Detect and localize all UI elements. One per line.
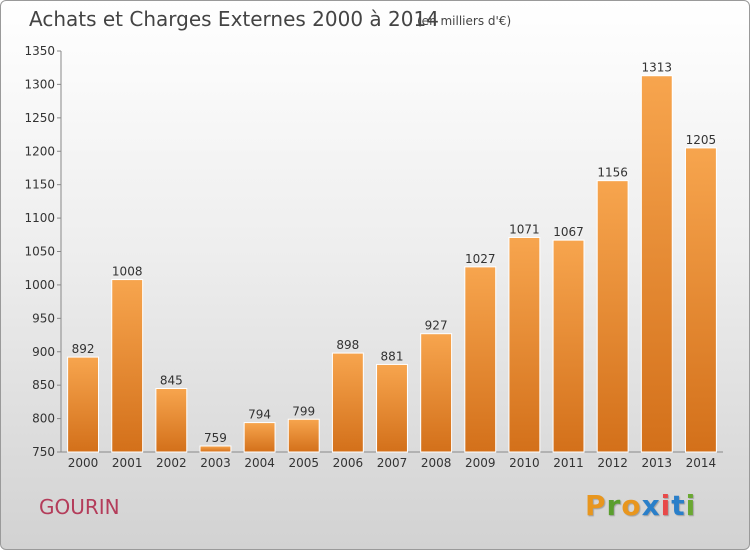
logo-letter: P [585, 489, 607, 522]
x-tick-label: 2005 [288, 456, 319, 470]
x-tick-label: 2002 [156, 456, 187, 470]
chart-title: Achats et Charges Externes 2000 à 2014 [29, 7, 439, 31]
x-tick-label: 2004 [244, 456, 275, 470]
bar [596, 180, 629, 453]
bar-value-label: 881 [381, 349, 404, 363]
bar [111, 279, 144, 453]
bar [155, 388, 188, 453]
y-tick-label: 800 [32, 412, 55, 426]
y-tick-label: 850 [32, 378, 55, 392]
bar-value-label: 1205 [686, 133, 717, 147]
y-tick-label: 1300 [24, 77, 55, 91]
bar [640, 75, 673, 453]
x-tick-label: 2012 [597, 456, 628, 470]
bar [684, 147, 717, 453]
y-tick-label: 1150 [24, 178, 55, 192]
bar-value-label: 1008 [112, 265, 143, 279]
y-tick-label: 1100 [24, 211, 55, 225]
x-tick-label: 2014 [686, 456, 717, 470]
x-tick-label: 2003 [200, 456, 231, 470]
bar-value-label: 845 [160, 374, 183, 388]
bar-value-label: 1027 [465, 252, 496, 266]
bar [243, 422, 276, 453]
bar-value-label: 892 [72, 342, 95, 356]
x-tick-label: 2006 [333, 456, 364, 470]
bar [287, 418, 320, 453]
x-tick-label: 2008 [421, 456, 452, 470]
logo-letter: r [606, 489, 622, 522]
logo-letter: i [660, 489, 672, 522]
logo-letter: x [641, 489, 661, 522]
bar [376, 363, 408, 453]
y-tick-label: 1200 [24, 144, 55, 158]
logo-letter: o [621, 489, 642, 522]
bar [508, 236, 541, 453]
x-tick-label: 2000 [68, 456, 99, 470]
bar [331, 352, 364, 453]
bar-value-label: 759 [204, 431, 227, 445]
x-tick-label: 2010 [509, 456, 540, 470]
proxiti-logo: Proxiti [585, 489, 696, 522]
bar-value-label: 927 [425, 319, 448, 333]
commune-name: GOURIN [39, 495, 120, 519]
x-tick-label: 2009 [465, 456, 496, 470]
x-tick-label: 2007 [377, 456, 408, 470]
logo-letter: t [671, 489, 686, 522]
bar [67, 356, 100, 453]
bar-value-label: 794 [248, 408, 271, 422]
x-tick-label: 2011 [553, 456, 584, 470]
bar-value-label: 898 [336, 338, 359, 352]
chart-unit: (en milliers d'€) [417, 14, 512, 28]
y-tick-label: 1000 [24, 278, 55, 292]
logo-letter: i [685, 489, 697, 522]
bar-value-label: 1313 [642, 61, 673, 75]
y-tick-label: 1050 [24, 245, 55, 259]
bar [464, 266, 497, 453]
bar-value-label: 1071 [509, 222, 540, 236]
bar-value-label: 799 [292, 404, 315, 418]
y-tick-label: 750 [32, 445, 55, 459]
bar [420, 333, 453, 453]
y-tick-label: 950 [32, 311, 55, 325]
bar [552, 239, 585, 453]
x-tick-label: 2001 [112, 456, 143, 470]
bar-value-label: 1156 [597, 166, 628, 180]
bar [199, 445, 232, 453]
x-tick-label: 2013 [642, 456, 673, 470]
y-tick-label: 1350 [24, 44, 55, 58]
y-tick-label: 1250 [24, 111, 55, 125]
y-tick-label: 900 [32, 345, 55, 359]
bar-value-label: 1067 [553, 225, 584, 239]
